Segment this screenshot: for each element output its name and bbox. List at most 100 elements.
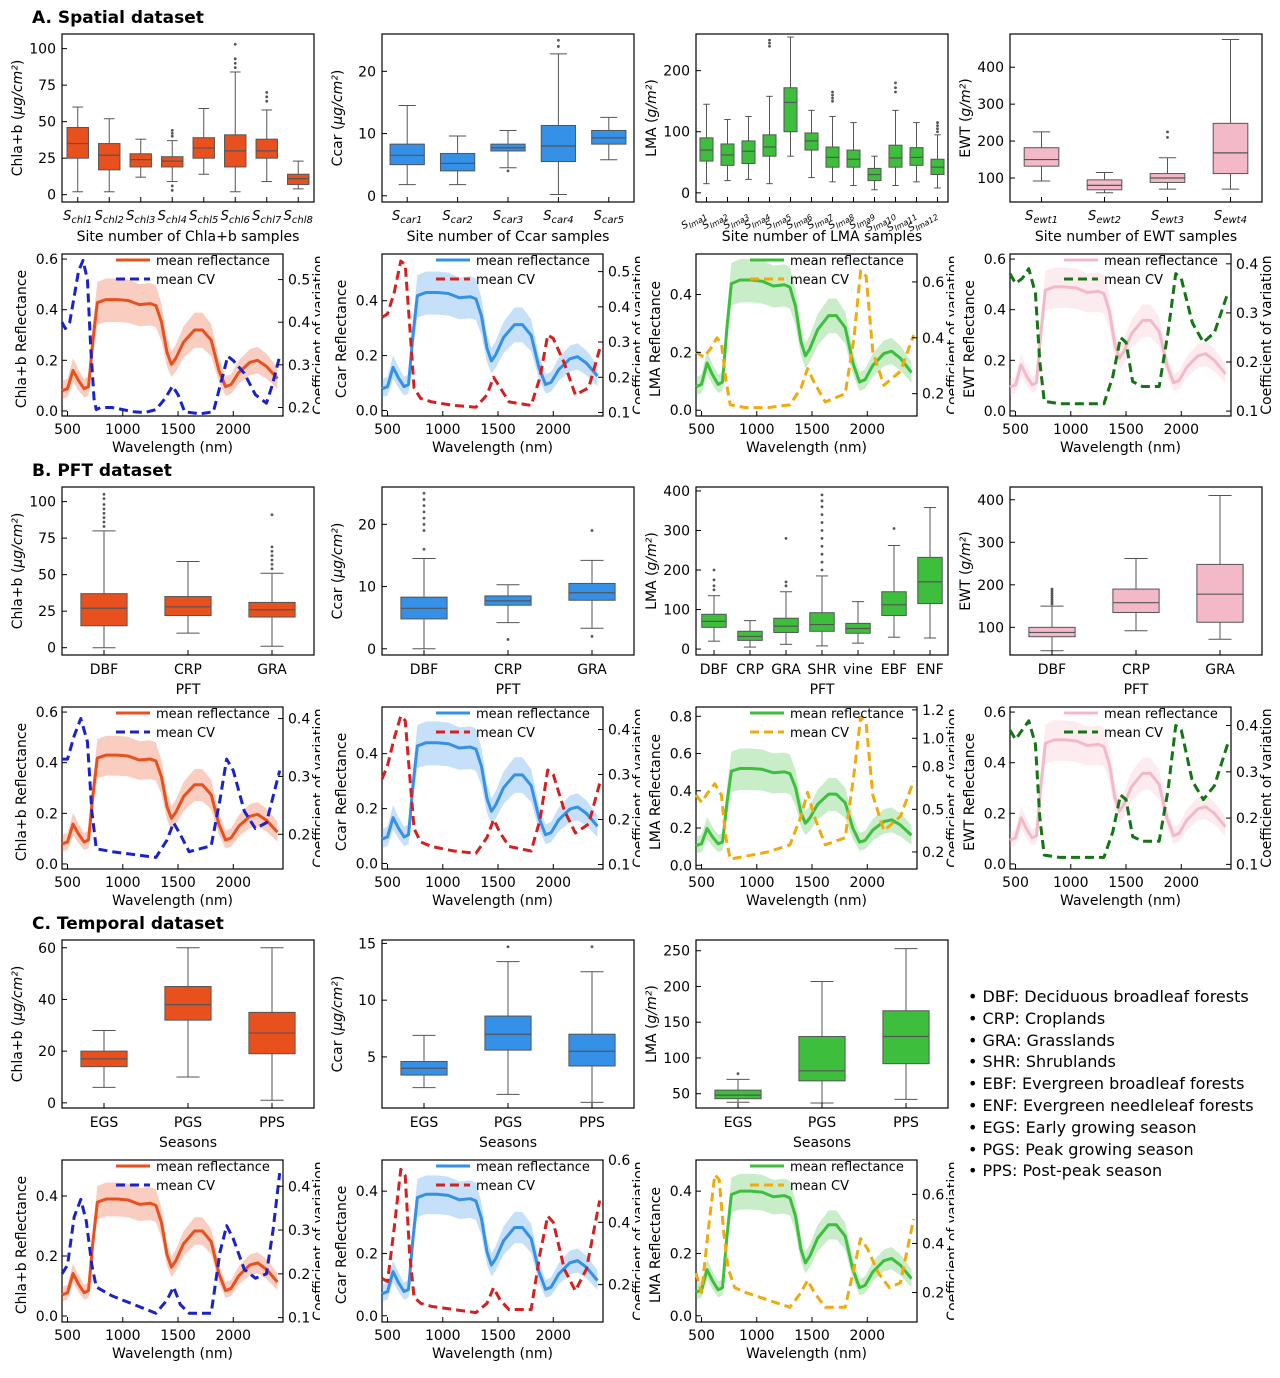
x-tick-label: 2000 [849, 875, 885, 891]
y-tick-label: 0.2 [36, 353, 58, 369]
y-tick-label: 0.6 [984, 252, 1006, 268]
x-tick-label: 500 [54, 422, 81, 438]
plot-frame [1009, 33, 1263, 203]
y2-axis-label: Coefficient of variation [631, 255, 640, 414]
x-axis-label: Site number of LMA samples [722, 229, 922, 245]
box [439, 152, 476, 172]
y2-tick-label: 0.1 [1236, 857, 1258, 873]
x-axis-label: Wavelength (nm) [746, 1346, 867, 1362]
outlier-point [233, 66, 237, 69]
x-tick-label: Schl6 [221, 209, 250, 226]
y-tick-label: 0.0 [36, 1309, 58, 1325]
x-tick-label: 1500 [794, 1328, 830, 1344]
x-tick-label: PGS [174, 1115, 202, 1131]
outlier-point [820, 521, 824, 524]
y2-tick-label: 1.2 [922, 703, 944, 719]
outlier-point [820, 544, 824, 548]
y-tick-label: 300 [977, 97, 1004, 113]
box [161, 156, 184, 168]
y-tick-label: 100 [663, 125, 690, 141]
outlier-point [265, 91, 269, 94]
y-tick-label: 0.4 [984, 303, 1006, 319]
outlier-point [422, 547, 426, 551]
x-axis-label: Wavelength (nm) [432, 440, 553, 456]
y2-tick-label: 0.3 [1236, 306, 1258, 322]
box [888, 144, 903, 168]
reflectance-std-band [62, 278, 278, 400]
x-tick-label: 1000 [105, 1328, 141, 1344]
x-tick-label: Scar5 [594, 209, 624, 226]
y2-axis-label: Coefficient of variation [945, 255, 954, 414]
outlier-point [936, 127, 939, 131]
mean-cv-line [60, 258, 282, 416]
outlier-point [1050, 587, 1054, 591]
y-tick-label: 400 [977, 60, 1004, 76]
outlier-point [170, 184, 174, 188]
y2-axis-label: Coefficient of variation [945, 1161, 954, 1320]
outlier-point [265, 95, 269, 99]
outlier-point [1050, 596, 1054, 599]
y2-tick-label: 0.4 [288, 712, 310, 728]
mean-cv-line [694, 715, 916, 861]
y-tick-label: 0 [47, 1096, 56, 1112]
x-tick-label: GRA [577, 662, 607, 678]
outlier-point [1050, 598, 1054, 602]
mean-cv-line [62, 717, 282, 859]
x-axis-label: Seasons [793, 1135, 851, 1151]
y2-tick-label: 0.3 [608, 768, 630, 784]
y-tick-label: 0.0 [670, 858, 692, 874]
x-tick-label: Sewt1 [1025, 209, 1058, 226]
y-tick-label: 60 [38, 941, 56, 957]
outlier-point [265, 99, 269, 103]
x-tick-label: 1500 [480, 875, 516, 891]
chart-pft-car-boxplot: 0 10 20 Ccar (μg/cm²) DBF CRP GRA PFT [330, 486, 635, 698]
reflectance-std-band [696, 259, 912, 396]
chart-pft-lma-spectra: 0.0 0.2 0.4 0.6 0.8 0.2 0.5 0.8 1.0 1.2 500 1000 150… [648, 703, 954, 909]
x-tick-label: CRP [174, 662, 202, 678]
mean-reflectance-line [1009, 738, 1227, 842]
y-axis-label: LMA (g/m²) [644, 79, 660, 157]
chart-spatial-car-spectra: 0.0 0.2 0.4 0.1 0.2 0.3 0.4 0.5 500 1000 1500 2000 W… [334, 253, 640, 456]
x-tick-label: 1000 [425, 422, 461, 438]
outlier-point [233, 42, 237, 46]
chart-spatial-lma-spectra: 0.0 0.2 0.4 0.2 0.4 0.6 500 1000 1500 2000 Wavelen… [648, 253, 954, 456]
y-tick-label: 0.6 [984, 705, 1006, 721]
chart-pft-ewt-boxplot: 100 200 300 400 EWT (g/m²) DBF CRP GRA PFT [958, 486, 1263, 698]
y-tick-label: 0.6 [670, 747, 692, 763]
y-axis-label: Ccar Reflectance [334, 733, 350, 851]
y-tick-label: 0.2 [984, 353, 1006, 369]
y-tick-label: 20 [38, 1044, 56, 1060]
mean-cv-line [694, 1173, 916, 1309]
mean-reflectance-line [381, 741, 599, 841]
x-tick-label: GRA [257, 662, 287, 678]
outlier-point [590, 945, 594, 949]
outlier-point [1050, 589, 1054, 593]
box [882, 1010, 930, 1065]
x-tick-label: 1000 [425, 1328, 461, 1344]
x-tick-label: EBF [881, 662, 908, 678]
y-tick-label: 0.2 [356, 802, 378, 818]
x-tick-label: CRP [1122, 662, 1150, 678]
y-tick-label: 0 [367, 642, 376, 658]
outlier-point [506, 638, 510, 641]
outlier-point [1050, 591, 1054, 595]
legend-note: EBF: Evergreen broadleaf forests [968, 1073, 1254, 1095]
x-tick-label: DBF [90, 662, 118, 678]
y-tick-label: 200 [663, 563, 690, 579]
outlier-point [102, 511, 106, 515]
y-tick-label: 40 [38, 992, 56, 1008]
x-tick-label: Sewt2 [1088, 209, 1121, 226]
x-axis-label: Wavelength (nm) [432, 893, 553, 909]
y-axis-label: LMA Reflectance [648, 281, 664, 397]
outlier-point [712, 584, 716, 588]
y-tick-label: 100 [29, 495, 56, 511]
y-axis-label: LMA (g/m²) [644, 985, 660, 1063]
x-tick-label: 2000 [849, 1328, 885, 1344]
y-tick-label: 0.4 [670, 1184, 692, 1200]
outlier-point [820, 536, 824, 540]
outlier-point [712, 588, 716, 592]
outlier-point [170, 131, 174, 135]
legend-cv-label: mean CV [156, 273, 215, 288]
outlier-point [233, 61, 237, 65]
